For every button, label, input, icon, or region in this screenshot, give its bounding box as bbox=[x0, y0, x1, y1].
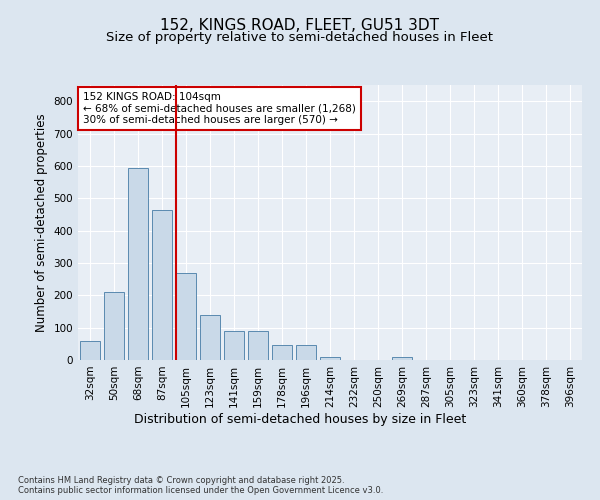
Bar bbox=[296, 346, 316, 360]
Bar bbox=[128, 168, 148, 360]
Bar bbox=[248, 331, 268, 360]
Bar bbox=[224, 331, 244, 360]
Bar bbox=[200, 314, 220, 360]
Bar bbox=[272, 346, 292, 360]
Bar bbox=[176, 272, 196, 360]
Text: 152, KINGS ROAD, FLEET, GU51 3DT: 152, KINGS ROAD, FLEET, GU51 3DT bbox=[161, 18, 439, 32]
Bar bbox=[152, 210, 172, 360]
Bar bbox=[104, 292, 124, 360]
Text: Contains HM Land Registry data © Crown copyright and database right 2025.
Contai: Contains HM Land Registry data © Crown c… bbox=[18, 476, 383, 495]
Text: 152 KINGS ROAD: 104sqm
← 68% of semi-detached houses are smaller (1,268)
30% of : 152 KINGS ROAD: 104sqm ← 68% of semi-det… bbox=[83, 92, 356, 125]
Y-axis label: Number of semi-detached properties: Number of semi-detached properties bbox=[35, 113, 48, 332]
Text: Size of property relative to semi-detached houses in Fleet: Size of property relative to semi-detach… bbox=[107, 31, 493, 44]
Bar bbox=[80, 340, 100, 360]
Text: Distribution of semi-detached houses by size in Fleet: Distribution of semi-detached houses by … bbox=[134, 412, 466, 426]
Bar bbox=[392, 358, 412, 360]
Bar bbox=[320, 357, 340, 360]
